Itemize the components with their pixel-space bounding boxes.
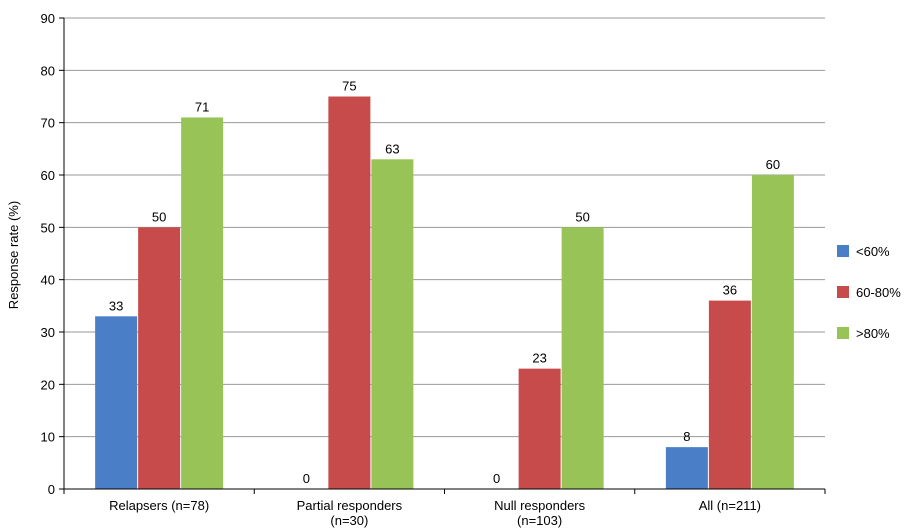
- data-label: 36: [723, 283, 737, 298]
- y-tick-label: 40: [41, 273, 55, 288]
- data-label: 33: [109, 298, 123, 313]
- data-label: 60: [766, 157, 780, 172]
- y-tick-label: 60: [41, 168, 55, 183]
- legend-label: 60-80%: [856, 285, 901, 300]
- legend-swatch: [837, 327, 849, 339]
- x-tick-label: (n=30): [330, 513, 368, 528]
- legend-swatch: [837, 286, 849, 298]
- data-label: 63: [385, 141, 399, 156]
- data-label: 75: [342, 79, 356, 94]
- bar: [371, 159, 414, 490]
- x-tick-label: Relapsers (n=78): [109, 498, 209, 513]
- y-tick-label: 30: [41, 325, 55, 340]
- bar: [95, 316, 138, 489]
- y-tick-label: 50: [41, 220, 55, 235]
- data-label: 50: [575, 209, 589, 224]
- data-labels: 33 50 71 0 75 63 0 23 50 8 36 60: [109, 79, 780, 487]
- bar: [708, 300, 751, 489]
- legend-label: <60%: [856, 244, 890, 259]
- y-tick-label: 0: [48, 482, 55, 497]
- data-label: 50: [152, 209, 166, 224]
- data-label: 0: [303, 471, 310, 486]
- y-axis-label: Response rate (%): [6, 201, 21, 309]
- bar: [181, 117, 224, 489]
- y-tick-label: 10: [41, 430, 55, 445]
- legend: <60% 60-80% >80%: [837, 244, 901, 341]
- y-tick-label: 80: [41, 63, 55, 78]
- data-label: 8: [683, 429, 690, 444]
- y-tick-label: 90: [41, 11, 55, 26]
- x-tick-label: (n=103): [517, 513, 562, 528]
- data-label: 71: [195, 99, 209, 114]
- legend-swatch: [837, 245, 849, 257]
- x-tick-label: Null responders: [494, 498, 586, 513]
- data-label: 0: [493, 471, 500, 486]
- bar: [138, 227, 181, 490]
- bar: [328, 96, 371, 489]
- legend-label: >80%: [856, 326, 890, 341]
- y-tick-label: 20: [41, 377, 55, 392]
- x-tick-label: Partial responders: [297, 498, 403, 513]
- bar: [751, 175, 794, 489]
- data-label: 23: [532, 351, 546, 366]
- bar: [561, 227, 604, 490]
- y-tick-label: 70: [41, 116, 55, 131]
- bar: [665, 447, 708, 489]
- x-tick-label: All (n=211): [699, 498, 761, 513]
- bars: [95, 96, 794, 490]
- bar: [518, 368, 561, 489]
